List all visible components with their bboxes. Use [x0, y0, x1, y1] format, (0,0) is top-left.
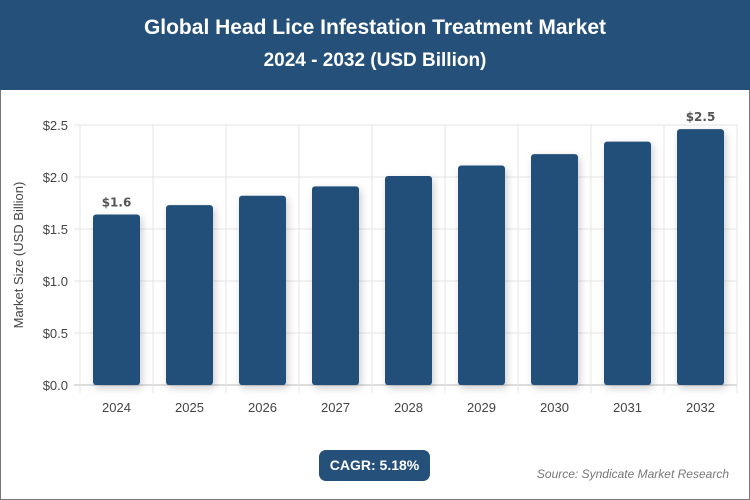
- bar-2024: [93, 214, 140, 385]
- y-tick-label: $1.5: [43, 222, 68, 237]
- bar-2026: [239, 195, 286, 385]
- source-note: Source: Syndicate Market Research: [536, 467, 729, 481]
- chart-title: Global Head Lice Infestation Treatment M…: [143, 16, 607, 39]
- x-tick-label: 2026: [248, 400, 277, 415]
- y-tick-label: $0.5: [43, 326, 68, 341]
- y-tick-label: $2.0: [43, 170, 68, 185]
- y-tick-label: $0.0: [43, 378, 68, 393]
- bar-2031: [604, 141, 651, 385]
- data-label: $1.6: [102, 195, 132, 209]
- x-tick-label: 2032: [686, 400, 715, 415]
- bar-2032: [677, 129, 724, 385]
- x-tick-label: 2029: [467, 400, 496, 415]
- bar-2028: [385, 175, 432, 385]
- x-tick-label: 2024: [102, 400, 131, 415]
- x-tick-label: 2027: [321, 400, 350, 415]
- data-label: $2.5: [686, 110, 716, 124]
- bar-2029: [458, 165, 505, 385]
- chart-header: Global Head Lice Infestation Treatment M…: [0, 0, 750, 90]
- cagr-badge: CAGR: 5.18%: [319, 450, 430, 481]
- chart-subtitle: 2024 - 2032 (USD Billion): [263, 50, 487, 71]
- bar-2027: [312, 186, 359, 385]
- bar-2025: [166, 205, 213, 385]
- y-tick-label: $2.5: [43, 118, 68, 133]
- x-tick-label: 2028: [394, 400, 423, 415]
- y-tick-label: $1.0: [43, 274, 68, 289]
- bar-2030: [531, 154, 578, 385]
- y-axis-label: Market Size (USD Billion): [11, 182, 26, 329]
- x-tick-label: 2025: [175, 400, 204, 415]
- x-tick-label: 2031: [613, 400, 642, 415]
- x-tick-label: 2030: [540, 400, 569, 415]
